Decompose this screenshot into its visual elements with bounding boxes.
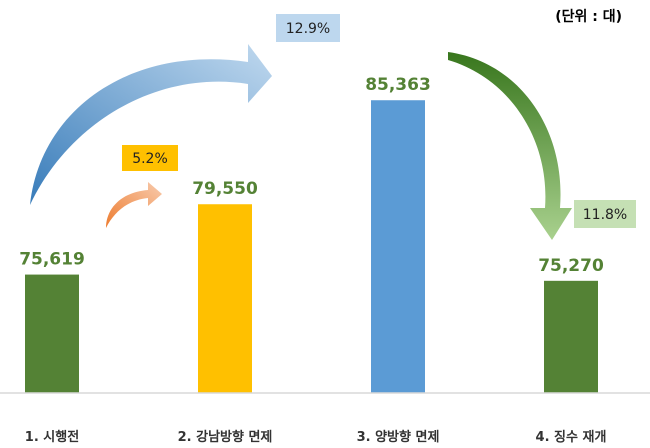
bar-1 <box>25 274 79 393</box>
category-label-1: 1. 시행전 <box>25 429 79 445</box>
bar-4 <box>544 280 598 393</box>
unit-label: (단위 : 대) <box>555 9 622 25</box>
category-label-4: 4. 징수 재개 <box>536 429 607 445</box>
bar-2 <box>198 204 252 393</box>
category-label-3: 3. 양방향 면제 <box>357 429 440 445</box>
category-label-2: 2. 강남방향 면제 <box>178 429 273 445</box>
arrow-12-9-icon <box>30 44 272 205</box>
value-label-3: 85,363 <box>365 75 431 95</box>
bar-3 <box>371 100 425 393</box>
value-label-2: 79,550 <box>192 179 258 199</box>
value-label-1: 75,619 <box>19 250 85 270</box>
percent-box-11-8 <box>574 200 636 228</box>
arrow-11-8-icon <box>448 52 572 240</box>
percent-box-5-2 <box>122 145 178 171</box>
arrow-5-2-icon <box>106 182 162 228</box>
value-label-4: 75,270 <box>538 256 604 276</box>
percent-box-12-9 <box>276 14 340 42</box>
percent-label-11-8: 11.8% <box>583 207 627 223</box>
percent-label-12-9: 12.9% <box>286 21 330 37</box>
percent-label-5-2: 5.2% <box>132 151 168 167</box>
